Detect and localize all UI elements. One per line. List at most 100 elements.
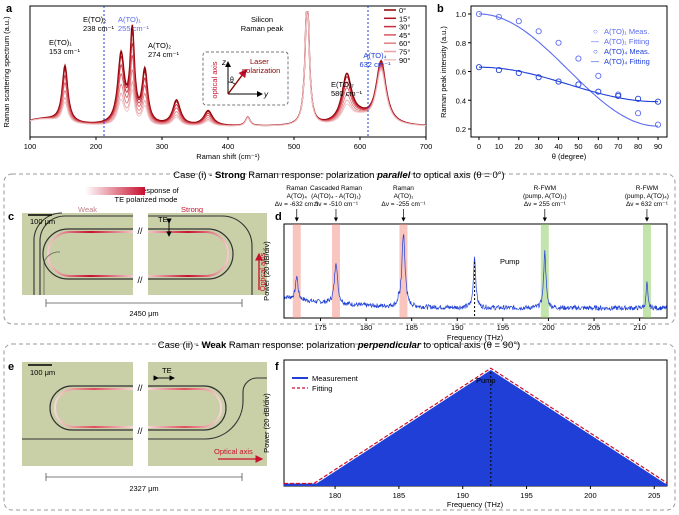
a-xtick-1: 200: [90, 142, 103, 151]
b-point-s1-0: [475, 64, 483, 71]
d-ann-line3-1: Δν = -510 cm⁻¹: [314, 201, 359, 208]
c-waveguides: [33, 212, 253, 295]
a-inset-angle-arc: [227, 81, 236, 85]
a-peak7-shift: 580 cm⁻¹: [331, 89, 363, 98]
b-legend-sym-2: —: [591, 37, 599, 46]
d-ann-line2-3: (pump, A(TO)₁): [523, 193, 567, 200]
b-point-s0-0: [475, 10, 483, 18]
a-legend-label-1: 15°: [399, 14, 410, 23]
b-legend-sym-4: —: [591, 57, 599, 66]
colorbar-strong: Strong: [181, 205, 203, 214]
f-xtick-5: 205: [648, 491, 661, 500]
b-point-s1-3: [535, 74, 542, 81]
d-ann-line1-3: R-FWM: [534, 185, 556, 192]
a-silicon-label: Silicon: [251, 15, 273, 24]
b-legend-text-2: A(TO)₁ Fitting: [604, 37, 649, 46]
f-xtick-2: 190: [456, 491, 469, 500]
a-inset-laser: Laser: [250, 57, 269, 66]
e-waveguides: [22, 377, 267, 440]
a-inset-frame: [202, 51, 289, 106]
d-highlight-1: [331, 224, 340, 318]
b-point-s0-5: [575, 55, 582, 62]
f-pump-label: Pump: [476, 376, 496, 385]
case1-title: Case (i) - Strong Raman response: polari…: [173, 170, 504, 181]
b-point-s1-1: [495, 67, 502, 74]
f-axes: 180 185 190 195 200 205: [329, 486, 661, 500]
panel-label-d: d: [275, 211, 282, 223]
panel-d-frame: [283, 223, 668, 319]
d-ann-line2-2: A(TO)₁: [394, 193, 415, 200]
d-xtick-6: 205: [588, 323, 601, 332]
b-legend-sym-3: ○: [593, 47, 598, 56]
a-peak4-name: A(TO)₂: [148, 41, 171, 50]
d-highlight-2: [399, 224, 408, 318]
a-inset-y: y: [263, 90, 269, 99]
d-ylabel: Power (20 dB/div): [262, 241, 271, 301]
a-peak2-shift: 238 cm⁻¹: [83, 24, 115, 33]
a-legend-label-6: 90°: [399, 56, 410, 65]
a-peak8-shift: 632 cm⁻¹: [359, 60, 391, 69]
d-pump-label: Pump: [500, 257, 520, 266]
e-te-label: TE: [162, 366, 172, 375]
a-legend-label-2: 30°: [399, 23, 410, 32]
a-xtick-4: 500: [288, 142, 301, 151]
a-silicon-label-2: Raman peak: [241, 24, 284, 33]
a-xtick-3: 400: [222, 142, 235, 151]
b-xtick-8: 80: [634, 142, 642, 151]
c-te-label: TE: [158, 215, 168, 224]
b-point-s0-4: [555, 39, 562, 46]
a-legend-label-0: 0°: [399, 6, 406, 15]
case1-italic: parallel: [376, 170, 411, 181]
d-ann-line1-2: Raman: [393, 185, 414, 192]
case2-mid: Raman response: polarization: [226, 340, 358, 351]
e-scale-label: 100 μm: [30, 368, 55, 377]
c-break-bottom: //: [137, 275, 143, 285]
case2-prefix: Case (ii) -: [158, 340, 202, 351]
a-xlabel: Raman shift (cm⁻¹): [196, 152, 260, 161]
case1-mid: Raman response: polarization: [246, 170, 378, 181]
c-break-top: //: [137, 226, 143, 236]
a-inset-polarization-arrow: [227, 68, 247, 95]
f-xtick-0: 180: [329, 491, 342, 500]
b-point-s0-2: [515, 18, 522, 25]
a-xtick-2: 300: [156, 142, 169, 151]
b-fit-line-2: [479, 66, 658, 103]
b-xlabel: θ (degree): [552, 152, 587, 161]
d-ann-line1-1: Cascaded Raman: [310, 185, 362, 192]
b-point-s1-8: [635, 95, 642, 102]
b-point-s1-2: [515, 69, 522, 76]
b-plot: [475, 10, 662, 128]
case2-suffix: to optical axis (θ = 90°): [421, 340, 521, 351]
d-highlight-4: [642, 224, 651, 318]
b-axes: 0 10 20 30 40 50 60 70 80 90 0.2 0.4 0.6 0.8 1.0: [456, 10, 663, 151]
b-point-s0-9: [654, 121, 662, 128]
case1-suffix: to optical axis (θ = 0°): [410, 170, 504, 181]
b-xtick-6: 60: [594, 142, 602, 151]
b-ylabel: Raman peak intensity (a.u.): [439, 26, 448, 118]
b-xtick-7: 70: [614, 142, 622, 151]
b-xtick-9: 90: [654, 142, 662, 151]
d-axes: 175 180 185 190 195 200 205 210: [314, 318, 646, 332]
a-peak2-name: E(TO)₂: [83, 15, 106, 24]
panel-label-e: e: [8, 361, 14, 373]
b-xtick-4: 40: [554, 142, 562, 151]
panel-label-c: c: [8, 211, 14, 223]
a-inset-theta: θ: [230, 77, 234, 84]
a-peak1-shift: 153 cm⁻¹: [49, 47, 81, 56]
d-ann-line1-0: Raman: [286, 185, 307, 192]
b-xtick-1: 10: [495, 142, 503, 151]
d-xlabel: Frequency (THz): [447, 333, 504, 342]
b-point-s0-6: [595, 72, 602, 79]
b-point-s1-5: [575, 81, 582, 88]
panel-b-frame: [470, 5, 668, 138]
b-point-s1-7: [615, 92, 622, 99]
e-optical-axis-label: Optical axis: [214, 447, 253, 456]
colorbar-weak: Weak: [78, 205, 97, 214]
b-point-s1-9: [654, 98, 662, 105]
a-peak3-name: A(TO)₁: [118, 15, 141, 24]
a-xticks: 100 200 300 400 500 600 700: [24, 137, 432, 151]
d-xtick-5: 200: [542, 323, 555, 332]
d-xtick-7: 210: [633, 323, 646, 332]
b-xtick-0: 0: [477, 142, 481, 151]
f-xtick-1: 185: [393, 491, 406, 500]
